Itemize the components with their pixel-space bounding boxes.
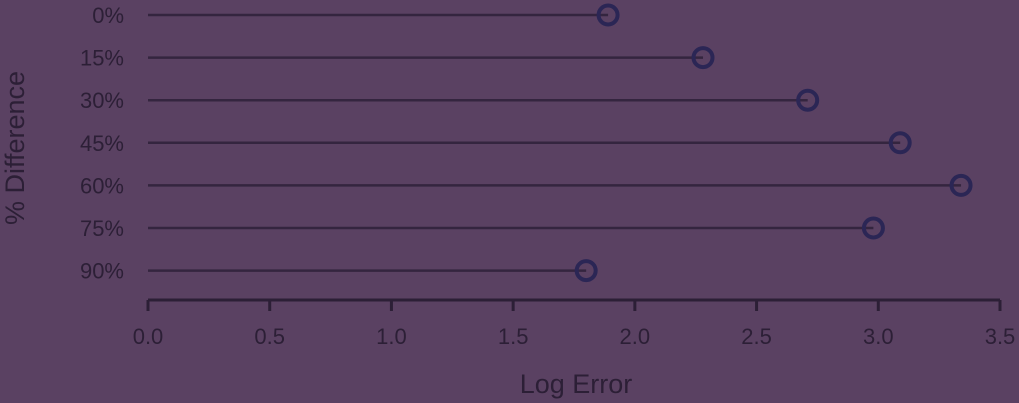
y-tick-label: 75%: [80, 216, 124, 241]
data-point-marker: [691, 46, 715, 70]
data-point-marker: [574, 259, 598, 283]
y-tick-label: 60%: [80, 173, 124, 198]
data-point-marker: [796, 88, 820, 112]
y-tick-labels: 0% 15% 30% 45% 60% 75% 90%: [80, 3, 124, 284]
data-point-marker: [888, 131, 912, 155]
y-tick-label: 15%: [80, 46, 124, 71]
markers-group: [574, 3, 973, 283]
y-tick-label: 45%: [80, 131, 124, 156]
x-axis: [146, 298, 1002, 311]
x-tick-labels: 0.0 0.5 1.0 1.5 2.0 2.5 3.0 3.5: [133, 324, 1016, 349]
data-point-marker: [596, 3, 620, 27]
y-tick-label: 90%: [80, 259, 124, 284]
x-tick-label: 0.5: [254, 324, 285, 349]
x-tick-label: 1.0: [376, 324, 407, 349]
x-tick-label: 2.5: [741, 324, 772, 349]
x-tick-label: 0.0: [133, 324, 164, 349]
x-tick-label: 2.0: [620, 324, 651, 349]
x-tick-label: 3.0: [863, 324, 894, 349]
y-tick-label: 30%: [80, 88, 124, 113]
data-point-marker: [861, 216, 885, 240]
x-tick-label: 1.5: [498, 324, 529, 349]
data-point-marker: [949, 173, 973, 197]
x-tick-label: 3.5: [985, 324, 1016, 349]
stems-group: [148, 13, 962, 272]
y-axis-title: % Difference: [0, 71, 30, 225]
x-axis-title: Log Error: [520, 369, 633, 399]
y-tick-label: 0%: [92, 3, 124, 28]
